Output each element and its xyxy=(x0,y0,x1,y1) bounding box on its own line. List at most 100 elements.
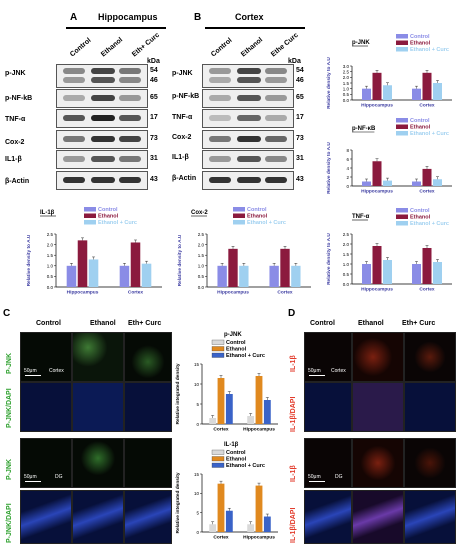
bar xyxy=(88,259,99,287)
panel-d-image-ethanol-dapi-cortex xyxy=(352,382,404,432)
x-category-label: Hippocampus xyxy=(67,290,99,296)
panel-b-col-control: Control xyxy=(210,37,234,59)
legend-swatch xyxy=(211,462,225,468)
bar xyxy=(217,265,227,287)
bar xyxy=(141,263,152,287)
chart-title: p-NF-κB xyxy=(352,126,376,132)
panel-d-col-ethcurc: Eth+ Curc xyxy=(402,320,436,327)
panel-c-image-ethanol-dapi-dg xyxy=(72,490,124,544)
legend-label: Ethanol xyxy=(226,457,247,463)
panel-b-blot-pjnk xyxy=(202,64,294,88)
bar xyxy=(263,400,271,424)
legend-swatch xyxy=(233,213,245,218)
legend-swatch xyxy=(396,47,408,52)
y-tick-label: 1.0 xyxy=(343,262,350,267)
bar xyxy=(130,242,141,287)
bar xyxy=(217,483,225,532)
bar xyxy=(372,161,382,186)
panel-d-row-il1b-2: IL-1β xyxy=(290,465,297,482)
panel-b-blot-il1b xyxy=(202,150,294,169)
bar xyxy=(422,72,432,100)
panel-a-protein-pjnk: p-JNK xyxy=(5,70,26,77)
x-category-label: Cortex xyxy=(128,290,144,296)
legend-swatch xyxy=(396,208,408,213)
legend-swatch xyxy=(233,207,245,212)
panel-a-blot-il1b xyxy=(56,150,148,169)
legend-label: Control xyxy=(98,207,118,213)
bar xyxy=(372,246,382,284)
panel-a-protein-il1b: IL1-β xyxy=(5,156,22,163)
y-tick-label: 0.5 xyxy=(343,92,350,97)
bar xyxy=(362,181,371,186)
panel-d-col-control: Control xyxy=(310,320,335,327)
y-tick-label: 0 xyxy=(196,530,199,535)
panel-d-image-curc-dapi-cortex xyxy=(404,382,456,432)
bar xyxy=(433,262,442,284)
chart-title: TNF-α xyxy=(352,214,370,220)
y-tick-label: 0.0 xyxy=(198,285,205,290)
y-tick-label: 1.5 xyxy=(47,253,54,258)
panel-c-image-ethanol-dapi-cortex xyxy=(72,382,124,432)
legend-swatch xyxy=(211,352,225,358)
panel-d-row-il1b-1: IL-1β xyxy=(290,355,297,372)
bar xyxy=(433,83,442,100)
y-tick-label: 2.0 xyxy=(47,242,54,247)
bar xyxy=(422,168,432,186)
chart-title: IL-1β xyxy=(224,442,239,448)
y-tick-label: 3.0 xyxy=(343,64,350,69)
panel-c-col-ethanol: Ethanol xyxy=(90,320,116,327)
y-tick-label: 2.0 xyxy=(198,242,205,247)
y-axis-label: Relative density to A.U xyxy=(326,233,332,285)
legend-label: Ethanol + Curc xyxy=(410,221,449,227)
bar xyxy=(362,264,371,284)
legend-swatch xyxy=(396,214,408,219)
panel-a-protein-cox2: Cox-2 xyxy=(5,139,25,146)
y-tick-label: 15 xyxy=(194,362,200,367)
legend-swatch xyxy=(211,339,225,345)
legend-label: Control xyxy=(410,34,430,40)
legend-swatch xyxy=(396,40,408,45)
panel-c-row-pjnkdapi-1: P-JNK/DAPI xyxy=(6,388,13,428)
scale-label: 50μm xyxy=(308,474,321,480)
y-tick-label: 2.0 xyxy=(343,242,350,247)
y-tick-label: 2.5 xyxy=(343,69,350,74)
panel-a-blot-pjnk xyxy=(56,64,148,88)
panel-d-image-curc-dapi-dg xyxy=(404,490,456,544)
x-category-label: Hippocampus xyxy=(361,103,393,109)
chart-title: p-JNK xyxy=(352,40,370,46)
panel-b-header-line xyxy=(205,27,305,29)
legend-swatch xyxy=(396,221,408,226)
y-axis-label: Relative density to A.U xyxy=(26,234,32,286)
x-category-label: Hippocampus xyxy=(217,290,249,296)
bar xyxy=(383,180,392,186)
panel-c-row-pjnkdapi-2: P-JNK/DAPI xyxy=(6,503,13,543)
bar xyxy=(412,88,421,100)
panel-c-image-control-pjnk-dg: 50μm DG xyxy=(20,438,72,488)
panel-d-image-control-dapi-dg xyxy=(304,490,352,544)
panel-d-col-ethanol: Ethanol xyxy=(358,320,384,327)
panel-d-image-control-dapi-cortex xyxy=(304,382,352,432)
panel-a-header-line xyxy=(66,27,166,29)
x-category-label: Cortex xyxy=(419,189,435,195)
panel-a-col-ethanol: Ethanol xyxy=(100,36,125,59)
panel-b-col-ethanol: Ethanol xyxy=(240,36,265,59)
y-tick-label: 0.0 xyxy=(47,285,54,290)
legend-label: Ethanol xyxy=(98,214,119,220)
legend-label: Control xyxy=(247,207,267,213)
bar xyxy=(269,265,279,287)
legend-swatch xyxy=(84,220,96,225)
y-tick-label: 6 xyxy=(346,157,349,162)
y-tick-label: 0.5 xyxy=(343,272,350,277)
panel-a-protein-pnfkb: p-NF-kB xyxy=(5,95,33,102)
panel-b-kda-54: 54 xyxy=(296,67,304,74)
panel-b-kda-65: 65 xyxy=(296,94,304,101)
legend-label: Ethanol + Curc xyxy=(247,220,286,226)
legend-swatch xyxy=(84,213,96,218)
panel-d-image-curc-il1b-dg xyxy=(404,438,456,488)
panel-c-col-control: Control xyxy=(36,320,61,327)
bar xyxy=(225,394,233,424)
panel-c-image-curc-pjnk-dg xyxy=(124,438,172,488)
panel-b-blot-tnf xyxy=(202,109,294,128)
